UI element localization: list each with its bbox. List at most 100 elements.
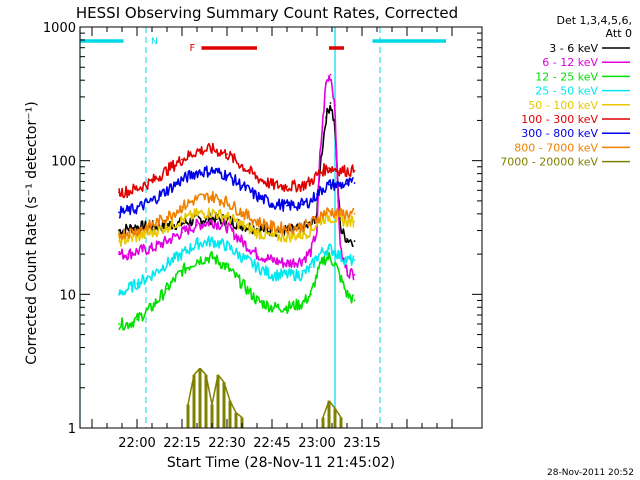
x-tick-label-3: 22:45: [253, 436, 290, 451]
series-3-point-16: [322, 250, 324, 253]
series-4-point-19: [340, 219, 342, 221]
series-5-point-6: [196, 150, 198, 152]
series-1-point-15: [316, 229, 318, 232]
series-6-point-13: [301, 203, 303, 206]
series-7-point-21: [353, 212, 356, 215]
series-4-point-5: [181, 219, 183, 221]
series-3-point-7: [211, 240, 213, 243]
series-line-4: [118, 207, 355, 248]
series-7-point-10: [256, 220, 258, 223]
series-0-point-18: [329, 102, 332, 104]
plot-frame: [79, 26, 483, 429]
series-7-point-1: [127, 231, 129, 234]
series-5-point-2: [136, 187, 138, 190]
legend-label-3: 25 - 50 keV: [535, 85, 598, 98]
series-line-7: [118, 190, 355, 241]
series-6-point-16: [322, 187, 324, 190]
series-8-seg-4: [211, 374, 219, 405]
series-7: [118, 190, 356, 241]
series-7-point-12: [286, 227, 288, 230]
series-7-point-3: [151, 224, 153, 226]
y-tick-label-1: 10: [59, 288, 76, 303]
series-1-point-6: [196, 224, 198, 226]
series-6-point-17: [328, 183, 330, 186]
series-1-point-22: [346, 269, 348, 272]
series-0-point-21: [340, 229, 342, 232]
night-label: N: [151, 37, 158, 47]
series-1-point-23: [353, 273, 356, 276]
series-line-6: [118, 165, 355, 219]
series-2-point-18: [334, 262, 336, 265]
legend-label-8: 7000 - 20000 keV: [500, 156, 598, 169]
series-1: [118, 73, 356, 281]
series-5-point-13: [301, 184, 303, 187]
series-1-point-8: [226, 225, 228, 228]
series-8: [186, 367, 343, 428]
series-6-point-7: [211, 169, 213, 172]
series-2-point-15: [316, 273, 318, 276]
series-2-point-6: [196, 259, 198, 262]
series-3-point-18: [334, 250, 336, 253]
series-5-point-12: [286, 185, 288, 188]
series-2-point-10: [256, 299, 258, 302]
series-6-point-18: [334, 183, 336, 186]
timestamp: 28-Nov-2011 20:52: [547, 468, 634, 478]
series-5-point-16: [322, 169, 324, 172]
series-7-point-20: [346, 212, 348, 215]
series-6-point-5: [181, 178, 183, 181]
legend-label-1: 6 - 12 keV: [542, 56, 598, 69]
series-2-point-19: [340, 278, 342, 281]
series-4-point-7: [211, 211, 213, 214]
series-3-point-1: [127, 287, 129, 290]
series-1-point-11: [271, 259, 273, 262]
series-7-point-8: [226, 201, 228, 203]
series-2-point-8: [226, 266, 228, 268]
series-3-point-11: [271, 273, 273, 276]
series-6: [118, 165, 356, 219]
series-5-point-10: [256, 176, 258, 179]
series-5-point-0: [118, 191, 120, 194]
series-2-point-11: [271, 306, 273, 309]
series-8-seg-11: [328, 400, 336, 409]
series-1-point-16: [319, 154, 321, 157]
series-4-point-17: [328, 215, 330, 218]
series-5-point-19: [340, 169, 342, 172]
series-2-point-17: [328, 256, 330, 258]
series-5-point-5: [181, 158, 183, 161]
flare-label: F: [190, 43, 196, 54]
series-2-point-7: [211, 256, 213, 258]
series-1-point-13: [301, 259, 303, 262]
series-8-seg-6: [223, 381, 231, 401]
series-line-5: [118, 142, 355, 199]
legend-label-6: 300 - 800 keV: [521, 127, 598, 140]
series-7-point-9: [241, 211, 243, 214]
series-2-point-21: [353, 299, 356, 302]
series-3-point-15: [316, 256, 318, 258]
series-0-point-22: [346, 237, 348, 240]
series-5-point-14: [310, 180, 312, 183]
series-8-seg-5: [217, 374, 225, 383]
series-4-point-20: [346, 220, 348, 223]
series-5-point-20: [346, 169, 348, 172]
series-0-point-17: [325, 116, 327, 119]
legend-label-2: 12 - 25 keV: [535, 70, 598, 83]
legend-header-line-2: Att 0: [606, 27, 632, 40]
series-3-point-5: [181, 253, 183, 255]
series-1-point-7: [211, 220, 213, 223]
legend-label-0: 3 - 6 keV: [549, 42, 598, 55]
series-1-point-0: [118, 253, 120, 255]
series-2-point-16: [322, 259, 324, 262]
series-8-seg-1: [193, 367, 201, 376]
series-4-point-14: [310, 229, 312, 232]
series-6-point-1: [127, 210, 129, 212]
series-3-point-17: [328, 247, 330, 250]
series-5-point-21: [353, 169, 356, 172]
series-5-point-11: [271, 183, 273, 186]
series-5-point-4: [166, 169, 168, 172]
series-5-point-1: [127, 190, 129, 193]
series-3-point-19: [340, 256, 342, 258]
series-line-1: [118, 74, 355, 281]
series-0-point-2: [136, 225, 138, 228]
series-4-point-21: [353, 220, 356, 223]
